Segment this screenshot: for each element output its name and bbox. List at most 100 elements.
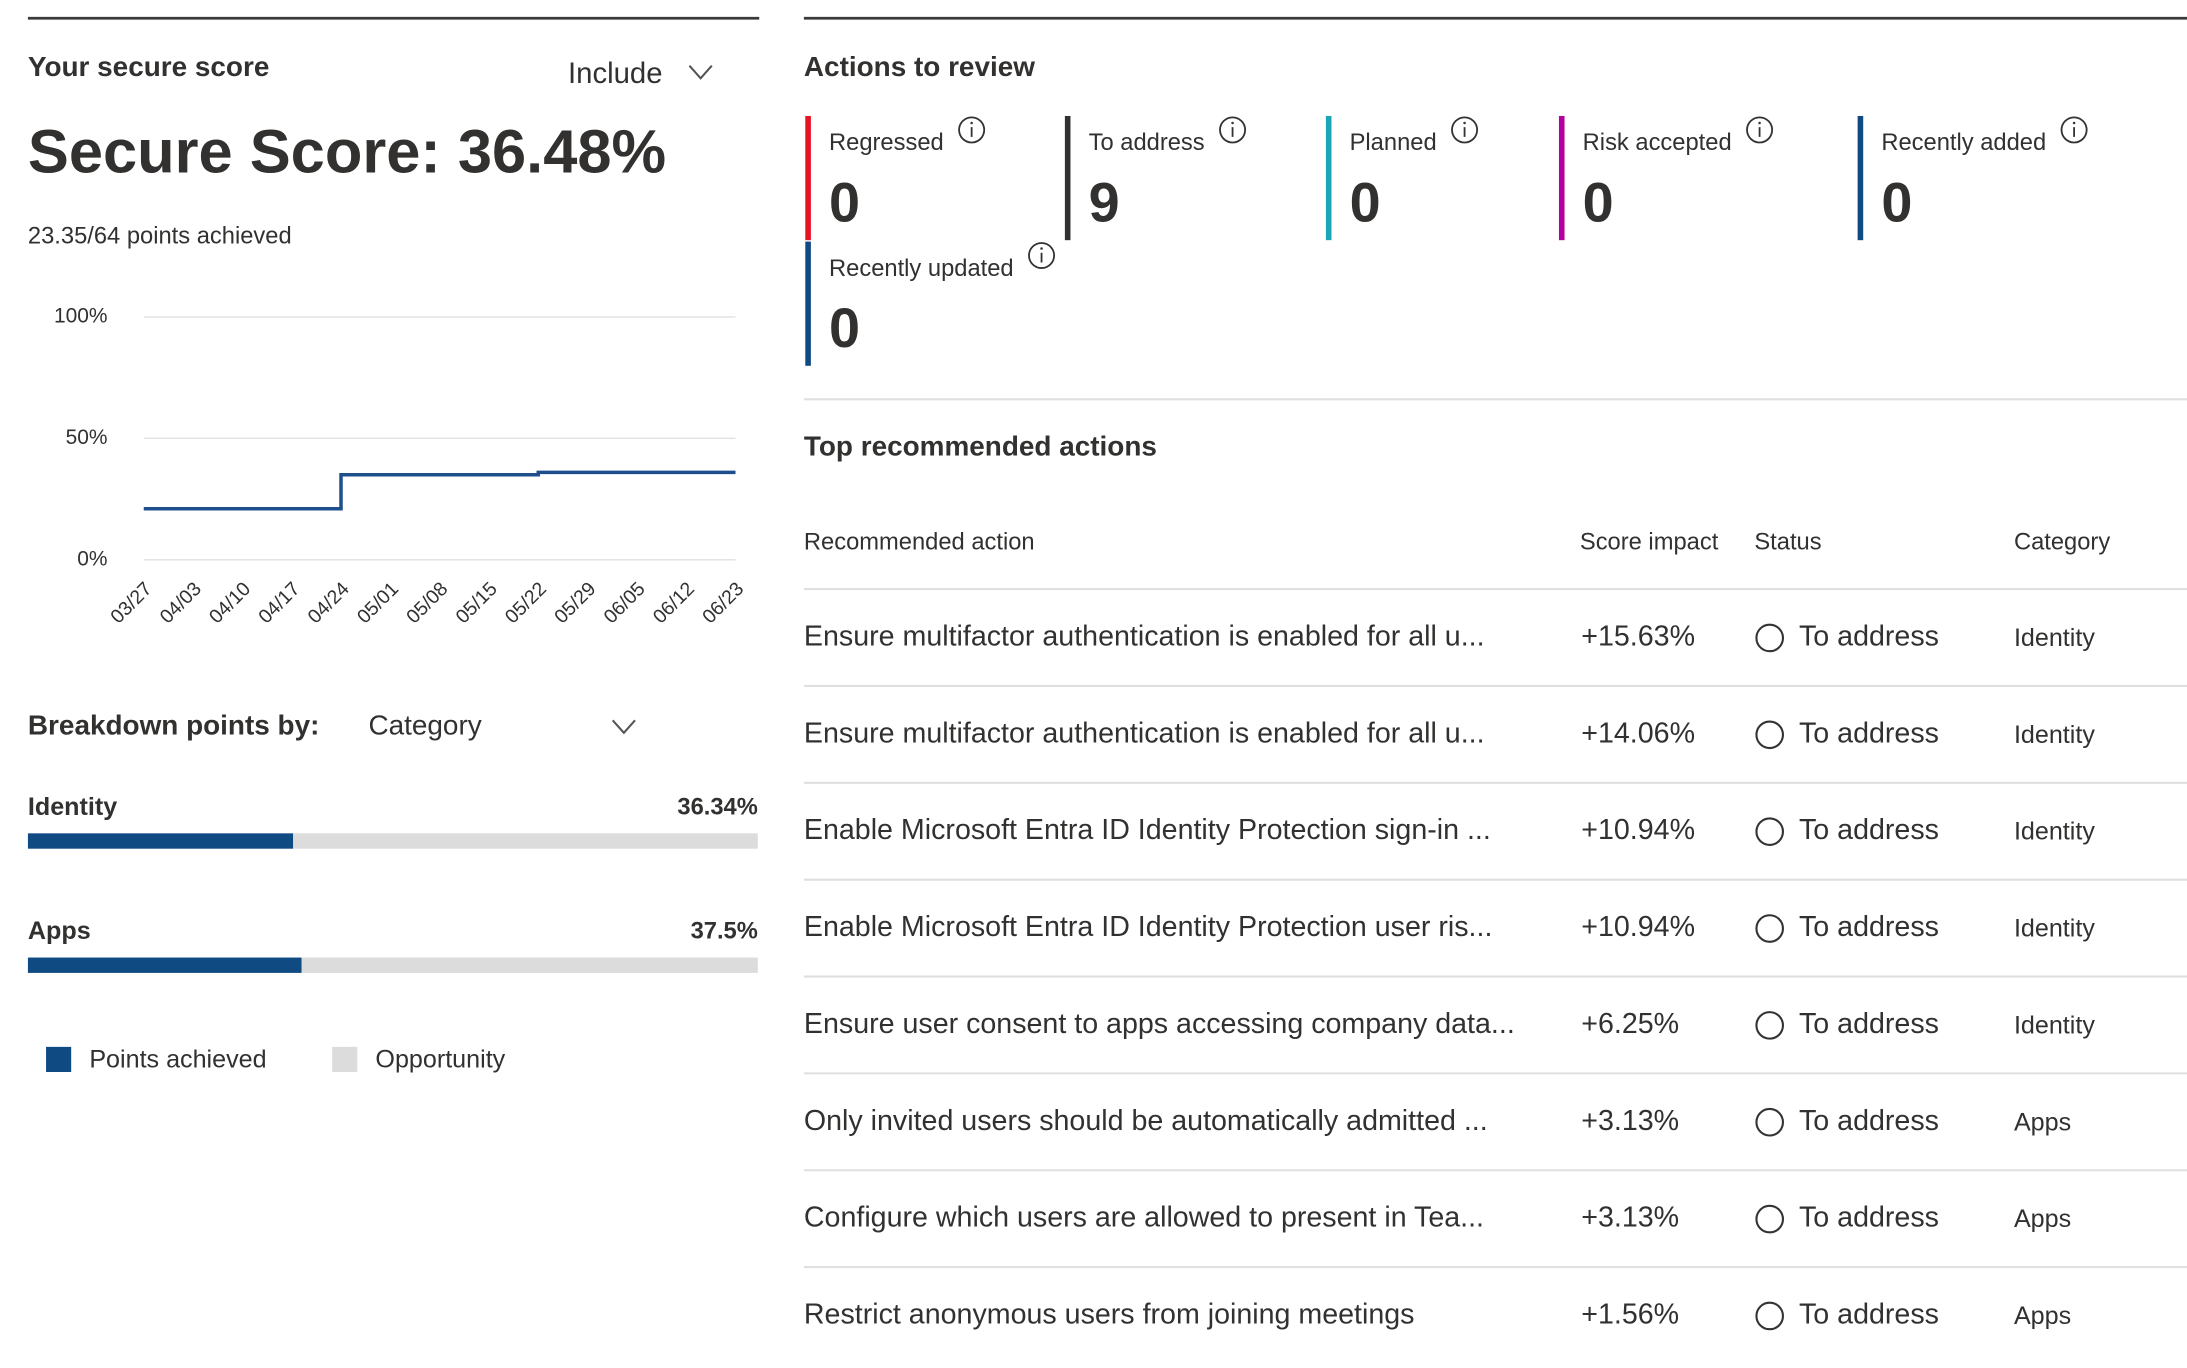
x-tick-label: 05/29 [550,578,600,628]
action-name[interactable]: Restrict anonymous users from joining me… [804,1299,1415,1331]
card-value[interactable]: 0 [1350,170,1381,233]
score-line [143,470,736,511]
legend-swatch [46,1046,72,1072]
category: Identity [2014,915,2095,943]
category: Apps [2014,1302,2071,1330]
card-label[interactable]: Recently added [1881,130,2046,156]
info-icon [970,121,973,125]
score-impact: +15.63% [1581,621,1695,653]
filter-dropdown[interactable]: Include [568,57,662,90]
x-tick-label: 05/01 [353,578,403,628]
action-name[interactable]: Ensure multifactor authentication is ena… [804,621,1485,653]
info-icon[interactable] [1219,116,1247,144]
status: To address [1799,1299,1939,1331]
y-tick-label: 50% [66,426,108,449]
status: To address [1799,717,1939,749]
x-tick-label: 06/05 [600,578,650,628]
card-value[interactable]: 0 [1583,170,1614,233]
card-value[interactable]: 0 [1881,170,1912,233]
info-icon[interactable] [958,116,986,144]
action-name[interactable]: Ensure user consent to apps accessing co… [804,1008,1515,1040]
card-label[interactable]: Regressed [829,130,944,156]
status-icon [1755,914,1785,943]
category: Identity [2014,721,2095,749]
status: To address [1799,1105,1939,1137]
info-icon[interactable] [2060,116,2088,144]
info-icon [1040,247,1043,250]
status: To address [1799,1008,1939,1040]
status-icon [1755,720,1785,750]
card-label[interactable]: Recently updated [829,256,1014,282]
status-icon [1755,1107,1785,1137]
action-name[interactable]: Only invited users should be automatical… [804,1105,1488,1137]
value-label: 36.34% [677,794,757,820]
status: To address [1799,1202,1939,1234]
panel-title: Actions to review [804,51,1035,82]
score-impact: +3.13% [1581,1202,1679,1234]
action-name[interactable]: Configure which users are allowed to pre… [804,1202,1484,1234]
column-header[interactable]: Recommended action [804,529,1035,555]
card-accent [805,241,811,366]
x-tick-label: 04/10 [205,578,255,628]
score-impact: +10.94% [1581,911,1695,943]
action-name[interactable]: Ensure multifactor authentication is ena… [804,717,1485,749]
score-impact: +1.56% [1581,1299,1679,1331]
category: Identity [2014,624,2095,652]
card-accent [1558,115,1565,241]
info-icon [1231,121,1234,125]
status: To address [1799,814,1939,846]
x-tick-label: 03/27 [106,578,156,628]
bar-segment [27,957,302,973]
status-icon [1755,623,1785,653]
y-tick-label: 0% [77,547,107,570]
x-tick-label: 06/12 [649,578,699,628]
action-name[interactable]: Enable Microsoft Entra ID Identity Prote… [804,911,1492,943]
bar-segment [27,833,294,849]
dropdown-chevron[interactable] [611,719,636,735]
card-accent [1325,115,1332,241]
x-tick-label: 04/24 [304,578,354,628]
breakdown-dropdown[interactable]: Category [368,710,481,741]
card-accent [1064,115,1071,241]
card-value[interactable]: 9 [1089,170,1120,233]
card-label[interactable]: Planned [1350,130,1437,156]
card-label[interactable]: Risk accepted [1583,130,1732,156]
points-text: 23.35/64 points achieved [28,224,292,250]
card-value[interactable]: 0 [829,170,860,233]
category-label: Apps [28,917,91,945]
status-icon [1755,1204,1785,1234]
legend-label: Opportunity [375,1045,505,1073]
info-icon[interactable] [1028,242,1056,270]
column-header[interactable]: Score impact [1580,529,1719,555]
column-header[interactable]: Status [1754,529,1821,555]
info-icon [2072,121,2076,125]
category: Apps [2014,1108,2071,1136]
legend-swatch [332,1046,358,1072]
column-header[interactable]: Category [2014,529,2110,555]
breakdown-label: Breakdown points by: [28,710,320,741]
status-icon [1755,1011,1785,1040]
score-impact: +14.06% [1581,717,1695,749]
status-icon [1755,1301,1785,1331]
info-icon[interactable] [1451,116,1479,144]
status: To address [1799,911,1939,943]
x-tick-label: 05/08 [402,578,452,628]
card-value[interactable]: 0 [829,296,860,359]
x-tick-label: 06/23 [698,578,748,628]
card-accent [1857,115,1864,241]
category: Identity [2014,818,2095,846]
bar-segment [293,833,758,849]
dropdown-chevron[interactable] [688,65,713,80]
card-label[interactable]: To address [1089,130,1205,156]
value-label: 37.5% [691,919,758,945]
y-tick-label: 100% [54,304,108,327]
bar-segment [301,957,758,973]
section-title: Top recommended actions [804,431,1157,462]
score-impact: +10.94% [1581,814,1695,846]
x-tick-label: 04/17 [254,578,304,628]
score-impact: +6.25% [1581,1008,1679,1040]
action-name[interactable]: Enable Microsoft Entra ID Identity Prote… [804,814,1491,846]
info-icon[interactable] [1746,116,1774,144]
